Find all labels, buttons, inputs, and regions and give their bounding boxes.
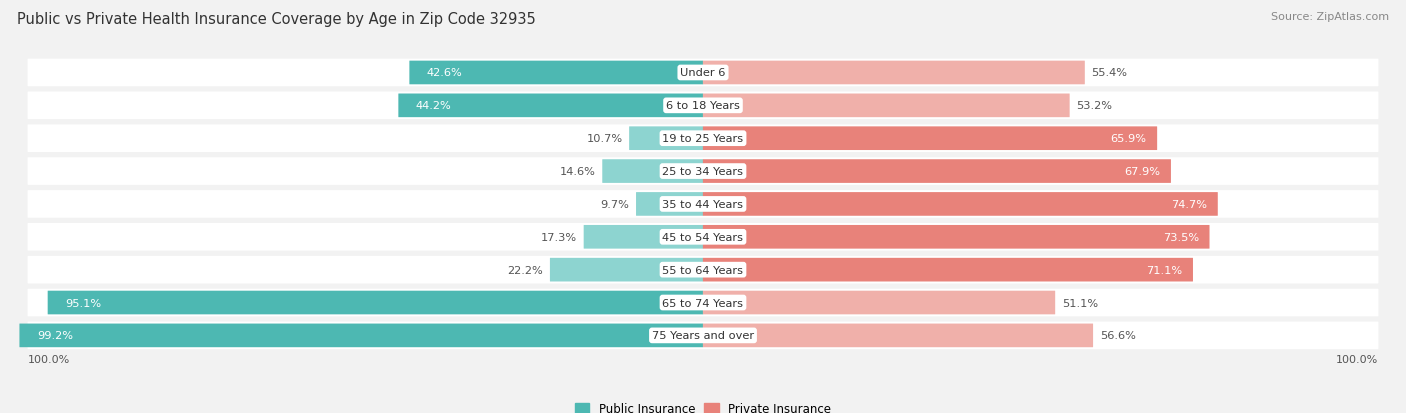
Text: 73.5%: 73.5% — [1163, 232, 1199, 242]
FancyBboxPatch shape — [583, 225, 703, 249]
FancyBboxPatch shape — [28, 125, 1378, 153]
FancyBboxPatch shape — [703, 192, 1218, 216]
FancyBboxPatch shape — [703, 225, 1209, 249]
Text: 17.3%: 17.3% — [541, 232, 576, 242]
FancyBboxPatch shape — [703, 291, 1054, 315]
Text: 55 to 64 Years: 55 to 64 Years — [662, 265, 744, 275]
FancyBboxPatch shape — [550, 258, 703, 282]
FancyBboxPatch shape — [20, 324, 703, 347]
FancyBboxPatch shape — [703, 160, 1171, 183]
FancyBboxPatch shape — [28, 158, 1378, 185]
FancyBboxPatch shape — [28, 93, 1378, 120]
Text: 51.1%: 51.1% — [1062, 298, 1098, 308]
FancyBboxPatch shape — [28, 191, 1378, 218]
FancyBboxPatch shape — [28, 59, 1378, 87]
Text: 74.7%: 74.7% — [1171, 199, 1208, 209]
Text: 10.7%: 10.7% — [586, 134, 623, 144]
Text: 35 to 44 Years: 35 to 44 Years — [662, 199, 744, 209]
Text: 22.2%: 22.2% — [508, 265, 543, 275]
Text: 45 to 54 Years: 45 to 54 Years — [662, 232, 744, 242]
Text: 14.6%: 14.6% — [560, 167, 596, 177]
Text: 99.2%: 99.2% — [37, 330, 73, 341]
FancyBboxPatch shape — [703, 324, 1092, 347]
Text: 6 to 18 Years: 6 to 18 Years — [666, 101, 740, 111]
FancyBboxPatch shape — [409, 62, 703, 85]
Text: 95.1%: 95.1% — [65, 298, 101, 308]
FancyBboxPatch shape — [703, 127, 1157, 151]
Text: 55.4%: 55.4% — [1091, 68, 1128, 78]
Text: 42.6%: 42.6% — [427, 68, 463, 78]
Text: 44.2%: 44.2% — [416, 101, 451, 111]
FancyBboxPatch shape — [636, 192, 703, 216]
Text: 71.1%: 71.1% — [1146, 265, 1182, 275]
Text: Source: ZipAtlas.com: Source: ZipAtlas.com — [1271, 12, 1389, 22]
Text: 53.2%: 53.2% — [1077, 101, 1112, 111]
FancyBboxPatch shape — [28, 256, 1378, 284]
Text: 19 to 25 Years: 19 to 25 Years — [662, 134, 744, 144]
Text: 75 Years and over: 75 Years and over — [652, 330, 754, 341]
FancyBboxPatch shape — [28, 289, 1378, 316]
FancyBboxPatch shape — [28, 322, 1378, 349]
FancyBboxPatch shape — [628, 127, 703, 151]
Text: 67.9%: 67.9% — [1125, 167, 1160, 177]
FancyBboxPatch shape — [48, 291, 703, 315]
FancyBboxPatch shape — [602, 160, 703, 183]
FancyBboxPatch shape — [703, 94, 1070, 118]
FancyBboxPatch shape — [28, 223, 1378, 251]
Legend: Public Insurance, Private Insurance: Public Insurance, Private Insurance — [575, 402, 831, 413]
Text: 100.0%: 100.0% — [1336, 354, 1378, 364]
Text: 65 to 74 Years: 65 to 74 Years — [662, 298, 744, 308]
FancyBboxPatch shape — [703, 62, 1085, 85]
Text: Under 6: Under 6 — [681, 68, 725, 78]
Text: 100.0%: 100.0% — [28, 354, 70, 364]
Text: 25 to 34 Years: 25 to 34 Years — [662, 167, 744, 177]
FancyBboxPatch shape — [398, 94, 703, 118]
Text: 9.7%: 9.7% — [600, 199, 630, 209]
Text: 65.9%: 65.9% — [1111, 134, 1147, 144]
Text: 56.6%: 56.6% — [1099, 330, 1136, 341]
Text: Public vs Private Health Insurance Coverage by Age in Zip Code 32935: Public vs Private Health Insurance Cover… — [17, 12, 536, 27]
FancyBboxPatch shape — [703, 258, 1192, 282]
